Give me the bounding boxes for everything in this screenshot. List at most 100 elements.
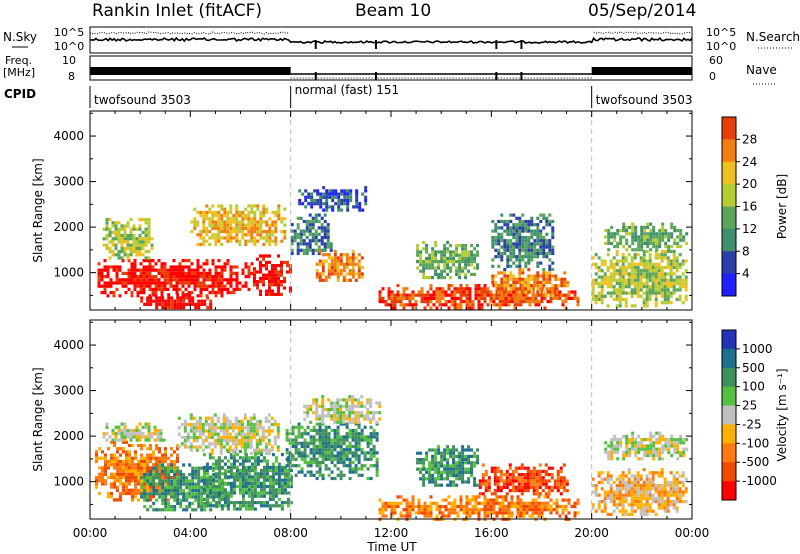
heatmap-cell [455, 266, 459, 270]
heatmap-cell [273, 423, 277, 427]
heatmap-cell [200, 476, 204, 480]
heatmap-cell [545, 293, 549, 297]
heatmap-cell [125, 491, 128, 496]
heatmap-cell [527, 235, 531, 240]
heatmap-cell [163, 262, 167, 266]
heatmap-cell [348, 411, 352, 415]
heatmap-cell [268, 488, 272, 492]
heatmap-cell [643, 225, 647, 229]
heatmap-cell [259, 233, 263, 237]
heatmap-cell [345, 448, 349, 452]
heatmap-cell [244, 485, 248, 489]
heatmap-cell [369, 417, 373, 421]
heatmap-cell [685, 232, 689, 236]
heatmap-cell [267, 451, 271, 455]
heatmap-cell [624, 304, 628, 308]
heatmap-cell [339, 407, 343, 412]
heatmap-cell [125, 450, 128, 454]
heatmap-cell [523, 485, 527, 489]
heatmap-cell [184, 287, 188, 291]
heatmap-cell [499, 476, 503, 480]
heatmap-cell [271, 462, 275, 466]
heatmap-cell [342, 262, 346, 266]
heatmap-cell [265, 230, 269, 234]
heatmap-cell [142, 287, 146, 291]
heatmap-cell [291, 428, 295, 433]
heatmap-cell [147, 234, 151, 238]
heatmap-cell [125, 485, 128, 489]
heatmap-cell [423, 293, 427, 297]
heatmap-cell [494, 226, 498, 230]
heatmap-cell [594, 272, 598, 276]
heatmap-cell [518, 261, 522, 265]
heatmap-cell [323, 242, 327, 246]
heatmap-cell [126, 432, 130, 436]
heatmap-cell [327, 457, 331, 461]
heatmap-cell [178, 262, 182, 266]
heatmap-cell [618, 281, 622, 286]
heatmap-cell [135, 237, 139, 241]
heatmap-cell [319, 195, 323, 199]
heatmap-cell [302, 239, 306, 243]
heatmap-cell [140, 296, 144, 300]
heatmap-cell [288, 464, 292, 468]
heatmap-cell [202, 475, 206, 479]
heatmap-cell [106, 268, 110, 272]
heatmap-cell [184, 278, 188, 282]
heatmap-cell [600, 301, 604, 305]
heatmap-cell [477, 287, 481, 291]
heatmap-cell [352, 205, 356, 209]
heatmap-cell [210, 423, 214, 427]
heatmap-cell [188, 296, 192, 300]
heatmap-cell [241, 485, 245, 489]
heatmap-cell [518, 223, 522, 227]
heatmap-cell [149, 482, 153, 486]
heatmap-cell [510, 495, 514, 499]
heatmap-cell [390, 290, 394, 294]
heatmap-cell [152, 476, 156, 480]
heatmap-cell [417, 501, 421, 505]
heatmap-cell [483, 511, 487, 515]
heatmap-cell [657, 256, 661, 260]
heatmap-cell [187, 278, 191, 282]
heatmap-cell [158, 450, 161, 454]
heatmap-cell [524, 261, 528, 265]
heatmap-cell [188, 463, 192, 467]
heatmap-cell [285, 428, 289, 433]
heatmap-cell [166, 268, 170, 272]
heatmap-cell [642, 262, 646, 266]
heatmap-cell [262, 204, 266, 208]
heatmap-cell [615, 253, 619, 257]
heatmap-cell [642, 301, 646, 305]
heatmap-cell [465, 306, 469, 310]
heatmap-cell [357, 457, 361, 461]
heatmap-cell [173, 492, 177, 496]
heatmap-cell [318, 467, 322, 471]
heatmap-cell [321, 473, 325, 477]
heatmap-cell [345, 265, 349, 270]
heatmap-cell [235, 271, 239, 275]
heatmap-cell [223, 456, 227, 460]
heatmap-cell [645, 259, 649, 263]
heatmap-cell [663, 249, 667, 254]
heatmap-cell [220, 220, 224, 224]
heatmap-cell [654, 262, 658, 266]
heatmap-cell [348, 404, 352, 408]
heatmap-cell [167, 489, 171, 493]
heatmap-cell [681, 272, 685, 276]
heatmap-cell [530, 216, 534, 220]
heatmap-cell [152, 508, 156, 512]
heatmap-cell [360, 435, 364, 439]
heatmap-cell [405, 511, 409, 515]
heatmap-cell [663, 256, 667, 260]
heatmap-cell [465, 501, 469, 505]
heatmap-cell [339, 441, 343, 445]
heatmap-cell [438, 287, 442, 291]
heatmap-cell [222, 419, 226, 423]
heatmap-cell [465, 498, 469, 502]
heatmap-cell [522, 296, 526, 300]
heatmap-cell [646, 241, 650, 245]
heatmap-cell [594, 281, 598, 286]
heatmap-cell [139, 275, 143, 279]
heatmap-cell [226, 507, 230, 511]
